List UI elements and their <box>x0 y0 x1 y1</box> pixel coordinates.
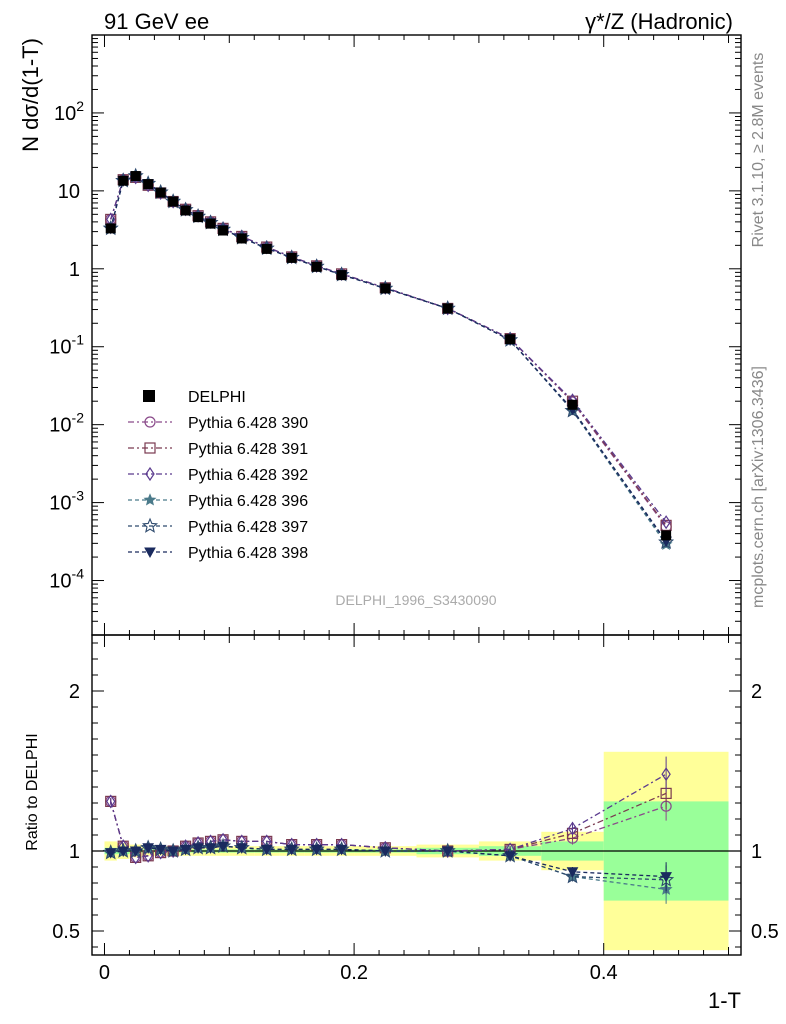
axes: 0 0.2 0.4 10-4 10-3 10-2 10-1 1 10 102 0.5 0.5 1 1 2 2 <box>49 34 779 984</box>
delphi-data-point <box>567 399 578 410</box>
legend-marker-2 <box>144 442 156 454</box>
delphi-data-point <box>286 252 297 263</box>
main-y-tick-label: 10-1 <box>49 332 84 359</box>
ratio-line-6 <box>110 845 667 878</box>
series-line-4 <box>110 175 667 545</box>
ratio-point-6 <box>285 844 298 856</box>
ratio-point-6 <box>167 846 179 858</box>
series-line-5 <box>110 175 667 543</box>
legend-marker-1 <box>144 416 156 428</box>
ratio-point-6 <box>335 844 348 856</box>
x-tick-label: 0.2 <box>340 962 368 984</box>
ratio-y-tick-label-right: 1 <box>751 841 762 863</box>
legend-marker-delphi <box>143 390 155 402</box>
ratio-point-3 <box>105 794 116 809</box>
ratio-y-tick-label-right: 2 <box>751 681 762 703</box>
legend-marker-6 <box>144 547 156 559</box>
ratio-point-6 <box>566 867 579 878</box>
delphi-data-point <box>205 218 216 229</box>
x-tick-label: 0.4 <box>590 962 618 984</box>
legend: DELPHI Pythia 6.428 390 Pythia 6.428 391 Py… <box>128 389 308 562</box>
ratio-point-6 <box>660 872 672 883</box>
legend-label-delphi: DELPHI <box>188 389 246 406</box>
main-y-tick-label: 10-2 <box>49 410 84 437</box>
delphi-data-point <box>505 334 516 345</box>
ratio-point-6 <box>117 846 130 858</box>
analysis-watermark: DELPHI_1996_S3430090 <box>335 592 496 608</box>
ratio-plot-frame <box>91 634 742 956</box>
ratio-point-6 <box>310 844 323 856</box>
ratio-y-tick-label: 0.5 <box>52 921 80 943</box>
ratio-point-6 <box>235 843 248 854</box>
delphi-data-point <box>168 196 179 207</box>
main-y-tick-label: 1 <box>69 259 80 281</box>
delphi-data-point <box>155 187 166 198</box>
main-y-tick-label: 102 <box>54 98 84 125</box>
ratio-point-5 <box>564 868 581 884</box>
delphi-data-point <box>143 179 154 190</box>
ratio-point-6 <box>192 843 204 854</box>
legend-label-1: Pythia 6.428 390 <box>188 415 308 432</box>
delphi-data-point <box>193 212 204 223</box>
ratio-y-tick-label: 2 <box>69 681 80 703</box>
header-left-title: 91 GeV ee <box>104 9 209 34</box>
delphi-data-point <box>105 223 116 234</box>
ratio-point-6 <box>379 846 392 858</box>
legend-marker-3 <box>145 466 155 482</box>
ratio-plot-series <box>102 756 675 904</box>
ratio-point-6 <box>104 848 117 859</box>
legend-label-4: Pythia 6.428 396 <box>188 493 308 510</box>
ratio-point-6 <box>142 843 155 854</box>
delphi-data-point <box>261 243 272 254</box>
legend-label-2: Pythia 6.428 391 <box>188 441 308 458</box>
delphi-data-point <box>118 175 129 186</box>
ratio-point-3 <box>143 848 153 863</box>
main-y-axis-label: N dσ/d(1-T) <box>18 38 43 152</box>
delphi-data-point <box>236 233 247 244</box>
legend-marker-5 <box>141 517 159 533</box>
main-y-tick-label: 10-3 <box>49 488 84 515</box>
rivet-version-label: Rivet 3.1.10, ≥ 2.8M events <box>750 53 767 248</box>
ratio-point-6 <box>217 841 229 853</box>
ratio-line-3 <box>110 773 667 859</box>
delphi-data-point <box>130 171 141 182</box>
ratio-point-6 <box>260 844 273 856</box>
ratio-point-6 <box>154 844 167 856</box>
ratio-point-6 <box>179 844 192 856</box>
delphi-data-point <box>442 303 453 314</box>
series-line-6 <box>110 175 667 542</box>
delphi-data-point <box>336 270 347 281</box>
mcplots-label: mcplots.cern.ch [arXiv:1306.3436] <box>750 366 767 608</box>
ratio-y-axis-label: Ratio to DELPHI <box>24 733 41 850</box>
ratio-y-tick-label-right: 0.5 <box>751 921 779 943</box>
legend-label-6: Pythia 6.428 398 <box>188 545 308 562</box>
legend-label-3: Pythia 6.428 392 <box>188 467 308 484</box>
ratio-point-3 <box>567 821 578 836</box>
main-y-tick-label: 10 <box>58 181 80 203</box>
delphi-data-point <box>218 225 229 236</box>
delphi-data-point <box>661 530 672 541</box>
legend-marker-4 <box>143 493 157 506</box>
main-y-tick-label: 10-4 <box>49 566 84 593</box>
ratio-y-tick-label: 1 <box>69 841 80 863</box>
ratio-point-3 <box>661 767 671 782</box>
ratio-point-6 <box>204 843 217 854</box>
delphi-data-point <box>380 283 391 294</box>
ratio-point-6 <box>129 846 142 858</box>
delphi-data-point <box>311 261 322 272</box>
delphi-data-point <box>180 205 191 216</box>
series-point-3 <box>661 515 671 530</box>
ratio-point-6 <box>441 846 454 858</box>
header-right-title: γ*/Z (Hadronic) <box>585 9 733 34</box>
ratio-point-6 <box>504 851 516 862</box>
legend-label-5: Pythia 6.428 397 <box>188 519 308 536</box>
x-tick-label: 0 <box>99 962 110 984</box>
main-plot-series <box>102 167 675 550</box>
x-axis-label: 1-T <box>708 988 741 1013</box>
